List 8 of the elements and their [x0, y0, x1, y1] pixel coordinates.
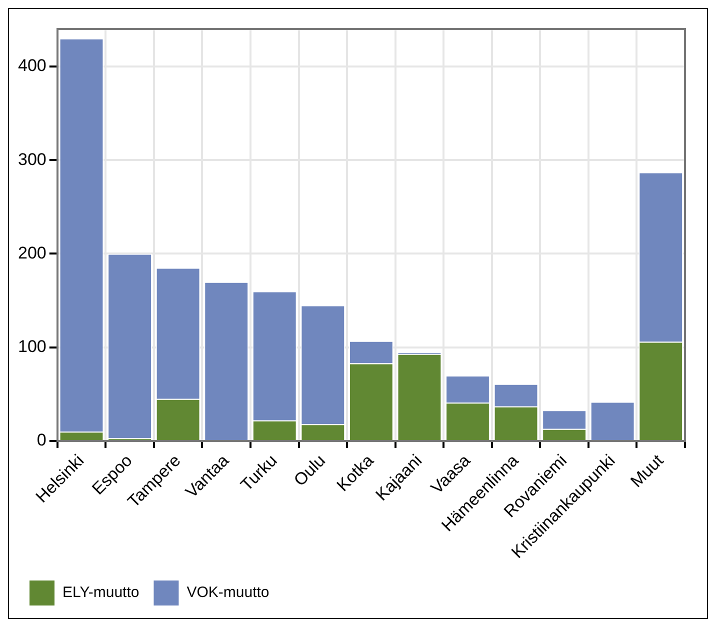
legend-label: VOK-muutto [186, 584, 270, 602]
y-tick-label: 0 [36, 430, 46, 450]
x-tick-label: Oulu [290, 450, 330, 490]
y-tick-label: 100 [18, 337, 46, 356]
y-tick-label: 200 [18, 243, 46, 262]
legend-label: ELY-muutto [62, 584, 140, 602]
y-tick-label: 300 [18, 150, 46, 169]
y-tick-label: 400 [18, 56, 46, 76]
